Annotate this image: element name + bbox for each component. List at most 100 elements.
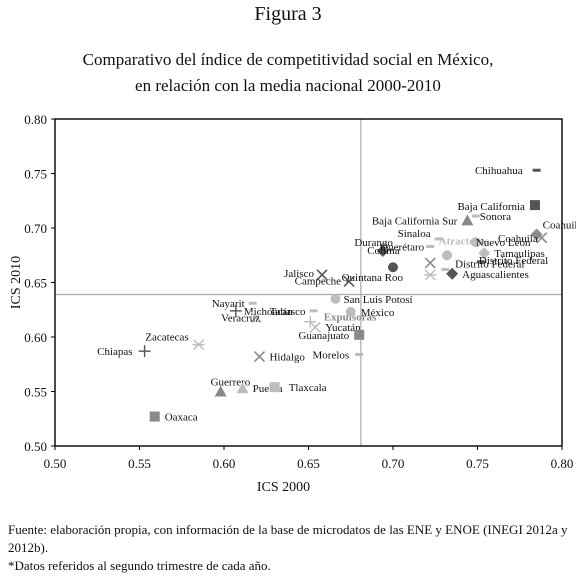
data-point: Zacatecas (145, 332, 205, 351)
data-point: Baja California (457, 200, 540, 213)
point-label: Campeche (295, 275, 342, 287)
data-point: Quintana Roo (342, 262, 403, 284)
data-point: Baja California Sur (372, 214, 474, 227)
data-point: Jalisco (284, 268, 328, 281)
dash-marker (441, 267, 450, 271)
circle-marker (388, 262, 398, 273)
footer-source: Fuente: elaboración propia, con informac… (8, 522, 568, 555)
y-tick-label: 0.60 (24, 330, 47, 345)
point-label: Nayarit (212, 298, 245, 310)
data-point: Guerrero (211, 377, 251, 397)
point-label: Distrito Federal (479, 255, 548, 267)
data-point: Yucatán (309, 321, 361, 334)
point-label: Tabasco (270, 306, 306, 318)
data-point: Coahuila (530, 220, 576, 241)
square-marker (529, 200, 540, 211)
x-axis-label: ICS 2000 (257, 480, 310, 495)
point-label: Tamaulipas (494, 248, 545, 260)
triangle-marker (461, 214, 474, 226)
point-label: Veracruz (221, 312, 260, 324)
dash-marker (248, 301, 257, 305)
point-label: Michoacán (244, 306, 293, 318)
data-point: Distrito Federal (476, 255, 548, 267)
y-axis-label: ICS 2010 (9, 256, 24, 309)
point-label: Sinaloa (398, 228, 431, 240)
data-point: Tlaxcala (269, 382, 327, 394)
data-point: Colima (367, 245, 400, 257)
data-point (424, 269, 437, 281)
circle-marker (442, 250, 453, 261)
point-label: Hidalgo (269, 352, 305, 364)
triangle-marker (236, 382, 249, 394)
x-tick-label: 0.60 (213, 456, 236, 471)
point-label: Baja California Sur (372, 215, 458, 227)
region-label: Expulsoras (324, 312, 377, 324)
dash-marker (434, 237, 443, 241)
circle-marker (345, 306, 356, 317)
point-label: Durango (354, 237, 393, 249)
point-label: Jalisco (284, 268, 314, 280)
point-label: Guerrero (211, 377, 251, 389)
scatter-chart: 0.50 0.55 0.60 0.65 0.70 0.75 0.80 0.50 0.55 0.60… (9, 112, 576, 495)
circle-marker (470, 237, 481, 248)
chart-title-line2: en relación con la media nacional 2000-2… (135, 76, 441, 95)
dash-marker (476, 260, 485, 264)
x-marker (253, 351, 266, 363)
dash-marker (385, 248, 394, 252)
data-point: Tabasco (270, 306, 318, 318)
x-marker (309, 321, 321, 333)
point-label: Nuevo León (476, 237, 531, 249)
data-point: Sonora (471, 211, 511, 223)
circle-marker (330, 293, 341, 304)
dash-marker (471, 214, 480, 218)
data-point (304, 315, 317, 328)
square-marker (354, 329, 365, 340)
data-point: Oaxaca (149, 411, 198, 424)
figure-label: Figura 3 (254, 3, 322, 25)
point-label: Chihuahua (475, 165, 523, 177)
x-marker (343, 275, 355, 287)
y-tick-label: 0.75 (24, 167, 47, 182)
dash-marker (426, 245, 435, 249)
square-marker (149, 411, 160, 422)
data-point: Campeche (295, 275, 355, 287)
point-label: Distrito Federal (455, 258, 524, 270)
chart-title-line1: Comparativo del índice de competitividad… (82, 50, 494, 69)
y-tick-label: 0.80 (24, 112, 47, 127)
x-marker (250, 311, 262, 323)
footer-note: *Datos referidos al segundo trimestre de… (8, 558, 271, 573)
x-tick-label: 0.65 (297, 456, 320, 471)
data-point: Distrito Federal (442, 250, 524, 270)
data-point (441, 267, 450, 271)
point-label: Oaxaca (165, 412, 198, 424)
point-label: Yucatán (325, 322, 361, 334)
data-point: Guanajuato (298, 329, 365, 342)
point-label: Aguascalientes (462, 269, 529, 281)
y-tick-label: 0.50 (24, 439, 47, 454)
x-tick-label: 0.70 (382, 456, 405, 471)
point-label: Colima (367, 245, 400, 257)
data-point: San Luis Potosí (330, 293, 413, 306)
point-label: Baja California (457, 201, 525, 213)
dash-marker (532, 168, 541, 172)
data-point: Tamaulipas (478, 247, 545, 260)
point-label: Sonora (480, 211, 511, 223)
data-point: Coahuila (498, 232, 548, 245)
diamond-marker (376, 244, 389, 257)
x-tick-label: 0.80 (551, 456, 574, 471)
data-point: Michoacán (229, 304, 293, 318)
x-tick-label: 0.75 (466, 456, 489, 471)
point-label: Zacatecas (145, 332, 188, 344)
x-marker (424, 257, 436, 269)
dash-marker (355, 352, 364, 356)
data-point (424, 257, 436, 269)
point-label: México (361, 307, 395, 319)
y-tick-label: 0.70 (24, 221, 47, 236)
x-tick-label: 0.50 (44, 456, 67, 471)
data-point: Chiapas (97, 345, 151, 358)
point-label: Chiapas (97, 346, 132, 358)
x-marker (316, 269, 328, 281)
diamond-marker (530, 228, 543, 241)
point-label: San Luis Potosí (344, 294, 413, 306)
data-point: México (345, 306, 395, 319)
